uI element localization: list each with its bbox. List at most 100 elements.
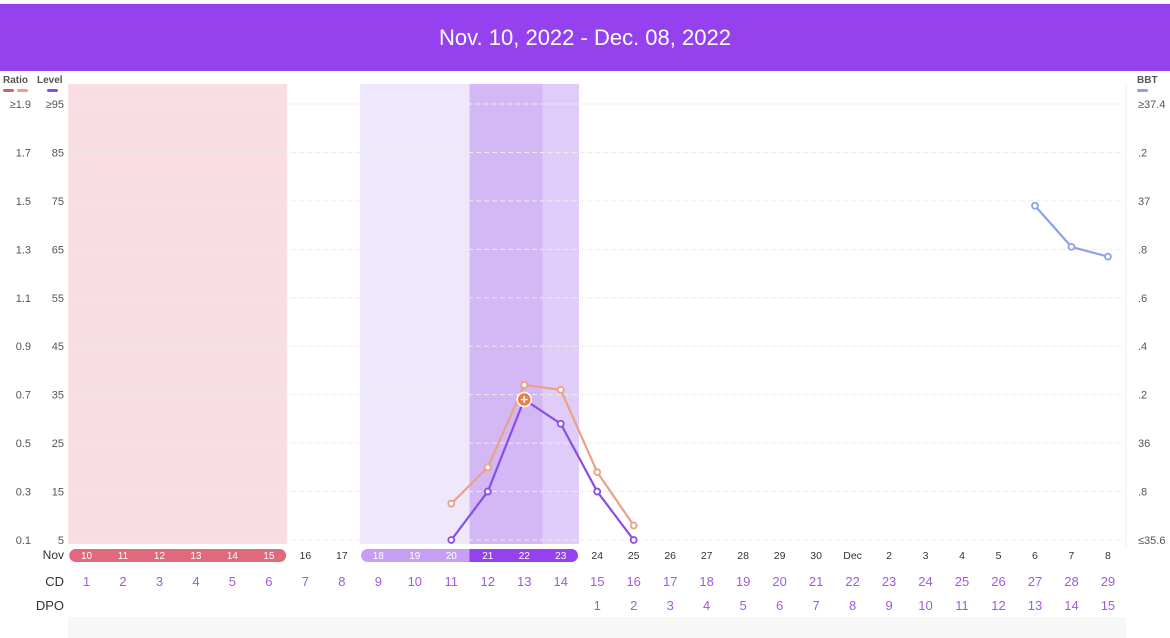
bbt-tick-label: ≤35.6 [1138, 535, 1165, 547]
date-tick-label: 23 [555, 551, 567, 562]
level-series-point [556, 419, 565, 428]
legend-ratio-swatch-b [17, 89, 28, 92]
cd-value: 24 [918, 574, 932, 589]
dpo-value: 6 [776, 598, 783, 613]
cd-value: 10 [408, 574, 422, 589]
date-tick-label: 19 [409, 551, 421, 562]
ratio-series-point [483, 463, 492, 472]
ratio-tick-label: 0.1 [16, 535, 31, 547]
ratio-tick-label: 0.7 [16, 390, 31, 402]
ratio-tick-label: 1.5 [16, 196, 31, 208]
fertile-band-light [360, 84, 470, 544]
date-tick-label: 15 [263, 551, 275, 562]
fertile-band-dark [469, 84, 543, 544]
date-tick-label: 13 [190, 551, 202, 562]
date-tick-label: 16 [300, 550, 312, 562]
ratio-tick-label: 0.5 [16, 438, 31, 450]
cd-value: 4 [192, 574, 199, 589]
ratio-series-point [593, 468, 602, 477]
date-tick-label: 28 [737, 550, 749, 562]
bbt-series-point [1067, 243, 1076, 251]
level-tick-label: 15 [52, 487, 64, 499]
bottom-strip [68, 617, 1126, 638]
bbt-tick-label: .6 [1138, 293, 1147, 305]
cd-value: 28 [1064, 574, 1078, 589]
data-series [447, 201, 1112, 544]
date-tick-label: 11 [118, 551, 129, 562]
fertile-pill-dark-edge [469, 549, 478, 562]
bbt-tick-label: .8 [1138, 244, 1147, 256]
date-tick-label: 8 [1105, 550, 1111, 562]
date-tick-label: 17 [336, 550, 348, 562]
cd-value: 2 [119, 574, 126, 589]
dpo-value: 1 [594, 598, 601, 613]
date-tick-label: Dec [843, 550, 862, 562]
level-series-point [629, 536, 638, 544]
bbt-tick-label: 36 [1138, 438, 1150, 450]
date-pills: Nov 10 11 12 13 14 15 16 17 18 19 20 21 22 23 24 25 26 27 2… [43, 548, 1111, 562]
date-tick-label: 27 [701, 550, 713, 562]
cd-value: 20 [772, 574, 786, 589]
cd-value: 14 [554, 574, 568, 589]
date-tick-label: 7 [1069, 550, 1075, 562]
date-tick-label: 24 [591, 550, 603, 562]
dpo-value: 15 [1101, 598, 1115, 613]
dpo-value: 10 [918, 598, 932, 613]
ratio-series-line [450, 383, 635, 527]
cd-value: 22 [845, 574, 859, 589]
ratio-tick-label: ≥1.9 [10, 99, 31, 111]
fertile-band-mid [542, 84, 579, 544]
bbt-tick-label: .4 [1138, 341, 1147, 353]
level-tick-label: 55 [52, 293, 64, 305]
dpo-row-label: DPO [36, 598, 64, 613]
cd-value: 8 [338, 574, 345, 589]
grid-lines [68, 84, 1127, 548]
cd-value: 15 [590, 574, 604, 589]
level-tick-label: 85 [52, 147, 64, 159]
date-tick-label: 10 [81, 551, 93, 562]
date-tick-label: 26 [664, 550, 676, 562]
level-tick-label: 65 [52, 244, 64, 256]
cd-row-label: CD [45, 574, 64, 589]
dpo-value: 3 [667, 598, 674, 613]
level-series-point [483, 487, 492, 496]
level-tick-label: 35 [52, 390, 64, 402]
axis-labels: ≥1.9 ≥95 ≥37.4 1.7 85 .2 1.5 75 37 1.3 65 .8 1.1 55 .6… [10, 99, 1166, 547]
ratio-tick-label: 1.7 [16, 147, 31, 159]
phase-bands [68, 84, 579, 544]
month-row-label: Nov [43, 548, 64, 562]
legend-level-label: Level [37, 75, 63, 86]
cd-value: 27 [1028, 574, 1042, 589]
ratio-series-point [556, 385, 565, 394]
period-band [68, 84, 288, 544]
date-tick-label: 12 [154, 551, 166, 562]
level-tick-label: 45 [52, 341, 64, 353]
legend-ratio-label: Ratio [3, 75, 28, 86]
dpo-value: 9 [885, 598, 892, 613]
level-series-point [593, 487, 602, 496]
bbt-tick-label: ≥37.4 [1138, 99, 1165, 111]
bbt-series-point [1104, 252, 1112, 261]
legend-ratio-swatch-a [3, 89, 14, 92]
dpo-value: 5 [740, 598, 747, 613]
date-tick-label: 21 [482, 551, 494, 562]
level-tick-label: 75 [52, 196, 64, 208]
cd-value: 18 [699, 574, 713, 589]
fertile-pill-dark [469, 549, 578, 562]
ratio-tick-label: 1.1 [16, 293, 31, 305]
dpo-value: 7 [812, 598, 819, 613]
cd-value: 1 [83, 574, 90, 589]
cd-value: 12 [481, 574, 495, 589]
date-tick-label: 25 [628, 550, 640, 562]
cd-value: 21 [809, 574, 823, 589]
cd-value: 25 [955, 574, 969, 589]
cd-value: 5 [229, 574, 236, 589]
date-tick-label: 4 [959, 550, 965, 562]
cd-value: 16 [626, 574, 640, 589]
ratio-tick-label: 0.3 [16, 487, 31, 499]
legend: Ratio Level BBT [3, 75, 1158, 92]
ratio-series-point [447, 499, 456, 508]
cd-value: 7 [302, 574, 309, 589]
ratio-tick-label: 0.9 [16, 341, 31, 353]
date-tick-label: 29 [774, 550, 786, 562]
